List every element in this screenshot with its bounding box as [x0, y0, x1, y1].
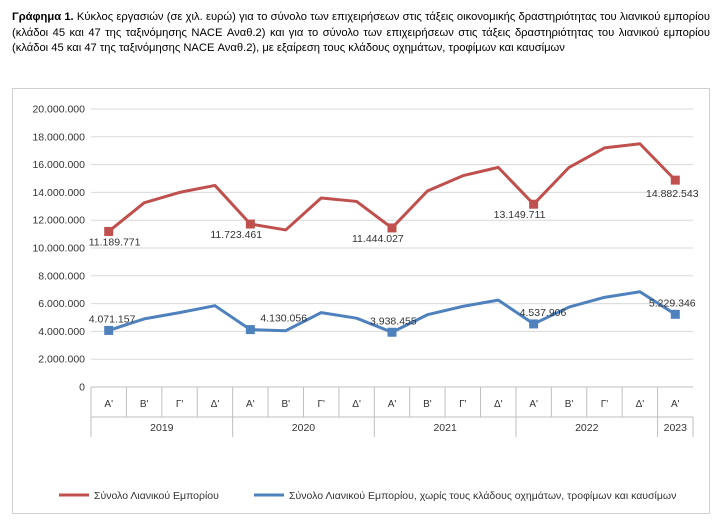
data-label: 14.882.543 [646, 188, 699, 200]
x-tick-label: Α' [529, 399, 538, 410]
y-tick-label: 8.000.000 [38, 270, 85, 282]
series [104, 142, 680, 337]
x-tick-label: Δ' [352, 399, 361, 410]
legend-label-2: Σύνολο Λιανικού Εμπορίου, χωρίς τους κλά… [289, 490, 676, 502]
y-tick-label: 14.000.000 [32, 187, 85, 199]
y-tick-label: 20.000.000 [32, 104, 85, 116]
data-marker [670, 309, 680, 319]
y-tick-label: 18.000.000 [32, 131, 85, 143]
data-marker [245, 219, 255, 229]
data-label: 11.189.771 [89, 236, 141, 248]
legend: Σύνολο Λιανικού Εμπορίου Σύνολο Λιανικού … [59, 490, 676, 502]
x-tick-label: Α' [671, 399, 680, 410]
data-label: 4.071.157 [89, 313, 136, 325]
year-label: 2019 [150, 422, 174, 434]
y-tick-label: 10.000.000 [32, 243, 85, 255]
y-axis-ticks: 0 2.000.000 4.000.000 6.000.000 8.000.000 10.… [32, 104, 85, 394]
year-label: 2021 [433, 422, 457, 434]
data-labels: 11.189.771 11.723.461 11.444.027 13.149.711… [89, 188, 699, 327]
x-tick-label: Α' [104, 399, 113, 410]
data-marker [245, 325, 255, 335]
x-tick-label: Β' [565, 399, 574, 410]
y-tick-label: 16.000.000 [32, 159, 85, 171]
data-marker [670, 175, 680, 185]
data-label: 11.723.461 [210, 229, 262, 241]
data-marker [104, 226, 114, 236]
data-marker [387, 327, 397, 337]
y-tick-label: 2.000.000 [38, 354, 85, 366]
caption-label: Γράφημα 1. [12, 11, 74, 23]
x-tick-label: Δ' [636, 399, 645, 410]
data-marker [529, 199, 539, 209]
y-tick-label: 12.000.000 [32, 215, 85, 227]
y-tick-label: 6.000.000 [38, 298, 85, 310]
caption-text: Κύκλος εργασιών (σε χιλ. ευρώ) για το σύ… [12, 11, 710, 55]
x-tick-label: Γ' [176, 399, 184, 410]
data-label: 11.444.027 [352, 233, 404, 245]
data-label: 3.938.455 [370, 315, 417, 327]
y-tick-label: 0 [79, 382, 85, 394]
line-chart: 0 2.000.000 4.000.000 6.000.000 8.000.000 10.… [32, 104, 699, 503]
data-marker [104, 325, 114, 335]
x-tick-label: Β' [281, 399, 290, 410]
data-label: 4.130.056 [260, 313, 307, 325]
year-label: 2022 [575, 422, 599, 434]
x-tick-label: Γ' [459, 399, 467, 410]
x-tick-label: Α' [388, 399, 397, 410]
x-tick-label: Δ' [211, 399, 220, 410]
year-label: 2023 [664, 422, 688, 434]
chart-caption: Γράφημα 1. Κύκλος εργασιών (σε χιλ. ευρώ… [12, 10, 710, 57]
chart-frame: 0 2.000.000 4.000.000 6.000.000 8.000.000 10.… [12, 88, 710, 514]
data-label: 13.149.711 [494, 209, 546, 221]
x-tick-label: Β' [423, 399, 432, 410]
y-tick-label: 4.000.000 [38, 326, 85, 338]
data-label: 4.537.906 [520, 307, 567, 319]
legend-label-1: Σύνολο Λιανικού Εμπορίου [94, 490, 219, 502]
x-tick-label: Γ' [601, 399, 609, 410]
x-axis: Α' Β' Γ' Δ' Α' Β' Γ' Δ' Α' Β' Γ' Δ' Α' Β' Γ' Δ' Α' 2019 20… [90, 387, 694, 437]
data-marker [529, 319, 539, 329]
data-marker [387, 223, 397, 233]
gridlines [91, 108, 693, 388]
year-label: 2020 [292, 422, 316, 434]
x-tick-label: Δ' [494, 399, 503, 410]
x-tick-label: Γ' [317, 399, 325, 410]
data-label: 5.229.346 [649, 297, 696, 309]
x-tick-label: Β' [140, 399, 149, 410]
x-tick-label: Α' [246, 399, 255, 410]
series-line-1 [107, 142, 677, 233]
